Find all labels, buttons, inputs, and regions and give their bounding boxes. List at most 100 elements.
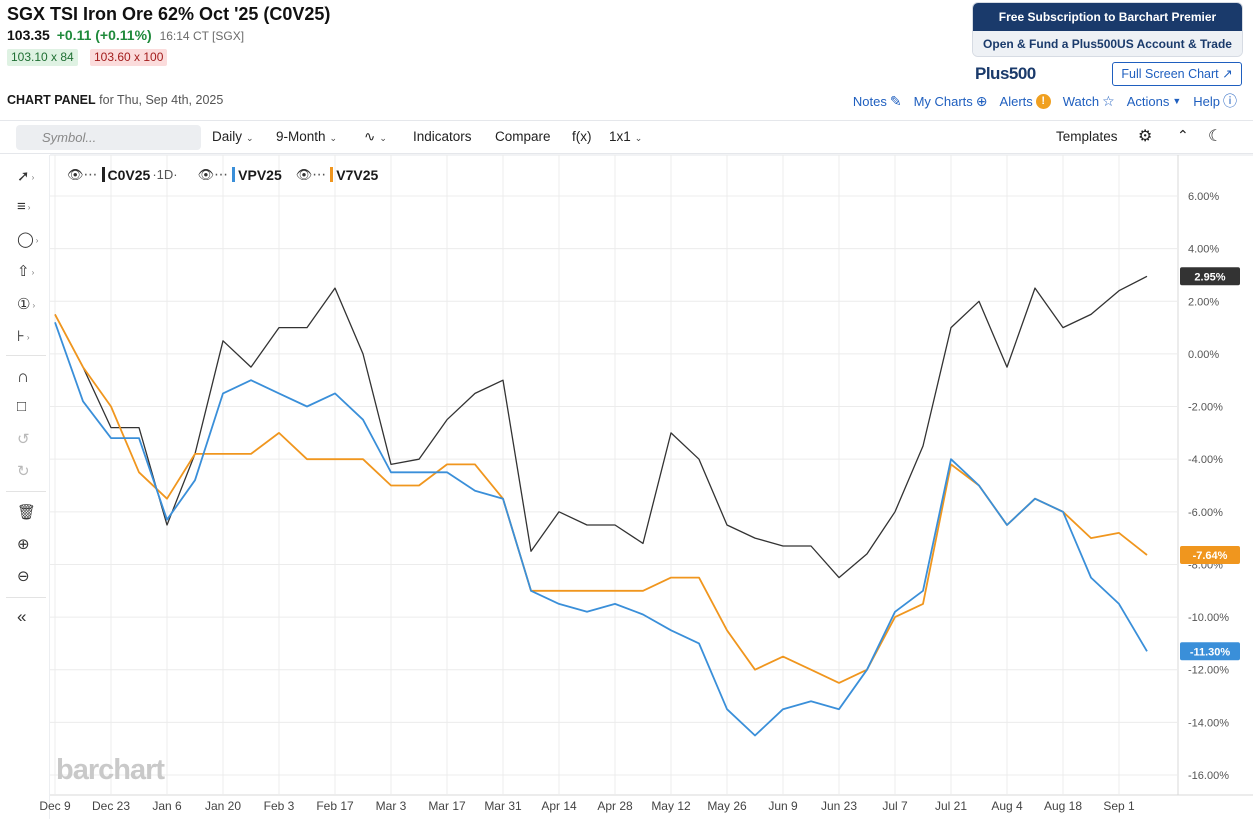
actions-menu[interactable]: Actions ▼	[1126, 93, 1182, 109]
y-tick-label: -16.00%	[1188, 770, 1229, 782]
y-tick-label: -12.00%	[1188, 665, 1229, 677]
ask-badge: 103.60 x 100	[90, 49, 168, 66]
arrow-tool-icon[interactable]: ⇧ ›	[17, 263, 35, 280]
unlock-icon[interactable]: □	[17, 398, 27, 415]
x-tick-label: Jan 6	[152, 799, 182, 813]
last-value-badge-vpv25	[1180, 642, 1240, 661]
eye-icon[interactable]: 👁	[197, 166, 215, 182]
symbol-search-input[interactable]	[16, 125, 201, 150]
star-icon: ☆	[1102, 92, 1115, 109]
y-tick-label: 0.00%	[1188, 349, 1219, 361]
legend-item-c0v25[interactable]: 👁 ⋯ C0V25 ·1D·	[67, 166, 178, 183]
x-tick-label: Mar 31	[484, 799, 522, 813]
chart-legend: 👁 ⋯ C0V25 ·1D· 👁 ⋯ VPV25 👁 ⋯ V7V25	[67, 166, 386, 183]
plus500-logo[interactable]: Plus500	[975, 64, 1036, 83]
x-tick-label: Feb 3	[264, 799, 295, 813]
alerts-link[interactable]: Alerts!	[1000, 93, 1051, 109]
annotation-number-icon[interactable]: ① ›	[17, 296, 36, 313]
legend-item-vpv25[interactable]: 👁 ⋯ VPV25	[197, 166, 282, 183]
x-tick-label: Jul 21	[935, 799, 967, 813]
help-link[interactable]: Help ⓘ	[1193, 93, 1237, 109]
series-swatch	[101, 167, 105, 182]
layout-dropdown[interactable]: 1x1 ⌄	[609, 129, 643, 144]
last-value-label-vpv25: -11.30%	[1190, 646, 1231, 658]
eye-icon[interactable]: 👁	[295, 166, 313, 182]
external-arrow-icon: ↗	[1222, 67, 1233, 81]
my-charts-link[interactable]: My Charts ⊕	[913, 92, 988, 109]
edit-note-icon: ✎	[889, 92, 902, 109]
series-line-v7v25	[54, 313, 1148, 684]
page-title: SGX TSI Iron Ore 62% Oct '25 (C0V25)	[7, 4, 331, 24]
series-swatch	[330, 167, 334, 182]
series-line-vpv25	[54, 321, 1148, 737]
more-options-icon[interactable]: ⋯	[214, 166, 229, 182]
notes-link[interactable]: Notes ✎	[852, 92, 902, 109]
chart-type-dropdown[interactable]: ∿ ⌄	[364, 129, 387, 145]
collapse-up-icon[interactable]: ⌃	[1177, 127, 1189, 143]
plus500-account-link[interactable]: Open & Fund a Plus500US Account & Trade	[973, 31, 1242, 56]
zoom-out-icon[interactable]: ⊖	[17, 568, 30, 585]
promo-box: Free Subscription to Barchart Premier Op…	[972, 2, 1243, 57]
more-options-icon[interactable]: ⋯	[312, 166, 327, 182]
redo-icon[interactable]: ↻	[17, 463, 30, 480]
x-tick-label: Jul 7	[882, 799, 908, 813]
shape-tool-icon[interactable]: ◯ ›	[17, 231, 39, 248]
y-tick-label: -2.00%	[1188, 402, 1223, 414]
range-dropdown[interactable]: 9-Month ⌄	[276, 129, 338, 144]
bid-badge: 103.10 x 84	[7, 49, 78, 66]
interval-dropdown[interactable]: Daily ⌄	[212, 129, 254, 144]
x-tick-label: Feb 17	[316, 799, 354, 813]
line-chart-icon: ∿	[364, 129, 376, 144]
x-tick-label: Dec 9	[39, 799, 71, 813]
y-tick-label: -10.00%	[1188, 612, 1229, 624]
premier-subscription-link[interactable]: Free Subscription to Barchart Premier	[973, 3, 1242, 31]
chevron-down-icon: ⌄	[379, 133, 387, 143]
fib-tool-icon[interactable]: ≡ ›	[17, 198, 31, 215]
watch-link[interactable]: Watch ☆	[1062, 92, 1115, 109]
series-line-c0v25	[54, 275, 1148, 579]
legend-item-v7v25[interactable]: 👁 ⋯ V7V25	[295, 166, 379, 183]
trash-icon[interactable]: 🗑	[17, 504, 37, 521]
compare-button[interactable]: Compare	[495, 129, 551, 144]
y-tick-label: 2.00%	[1188, 296, 1219, 308]
zoom-in-icon[interactable]: ⊕	[17, 536, 30, 553]
x-tick-label: Mar 3	[376, 799, 407, 813]
x-tick-label: Aug 4	[991, 799, 1023, 813]
indicators-button[interactable]: Indicators	[413, 129, 472, 144]
x-tick-label: Aug 18	[1044, 799, 1082, 813]
tool-separator	[6, 597, 46, 598]
last-value-label-c0v25: 2.95%	[1194, 271, 1225, 283]
measure-tool-icon[interactable]: ⊦ ›	[17, 328, 30, 345]
fx-button[interactable]: f(x)	[572, 129, 592, 144]
last-price: 103.35	[7, 27, 50, 43]
x-tick-label: Dec 23	[92, 799, 130, 813]
full-screen-chart-button[interactable]: Full Screen Chart ↗	[1112, 62, 1242, 86]
quote-time: 16:14 CT [SGX]	[159, 29, 245, 43]
chart-toolbar: ⚲ Daily⌄ 9-Month⌄ ∿⌄ Indicators Compare …	[0, 120, 1253, 154]
tool-separator	[6, 491, 46, 492]
caret-down-icon: ▼	[1172, 96, 1182, 106]
series-swatch	[232, 167, 236, 182]
collapse-sidebar-icon[interactable]: «	[17, 607, 27, 626]
x-tick-label: May 12	[651, 799, 691, 813]
x-tick-label: Mar 17	[428, 799, 466, 813]
undo-icon[interactable]: ↺	[17, 431, 30, 448]
templates-button[interactable]: Templates	[1056, 129, 1118, 144]
dark-mode-moon-icon[interactable]: ☾	[1208, 128, 1223, 145]
y-tick-label: 4.00%	[1188, 244, 1219, 256]
y-tick-label: -14.00%	[1188, 717, 1229, 729]
chart-panel-label: CHART PANEL for Thu, Sep 4th, 2025	[7, 93, 224, 107]
more-options-icon[interactable]: ⋯	[83, 166, 98, 182]
settings-gear-icon[interactable]: ⚙	[1138, 128, 1153, 145]
last-value-badge-c0v25	[1180, 267, 1240, 286]
magnet-icon[interactable]: ∩	[17, 367, 30, 386]
x-tick-label: Apr 14	[541, 799, 577, 813]
chevron-down-icon: ⌄	[634, 133, 643, 143]
eye-icon[interactable]: 👁	[67, 166, 84, 182]
chart-panel-date: for Thu, Sep 4th, 2025	[99, 93, 224, 107]
last-value-label-v7v25: -7.64%	[1193, 550, 1228, 562]
y-tick-label: 6.00%	[1188, 191, 1219, 203]
x-tick-label: Jan 20	[205, 799, 241, 813]
trend-line-tool-icon[interactable]: ➚ ›	[17, 168, 35, 185]
